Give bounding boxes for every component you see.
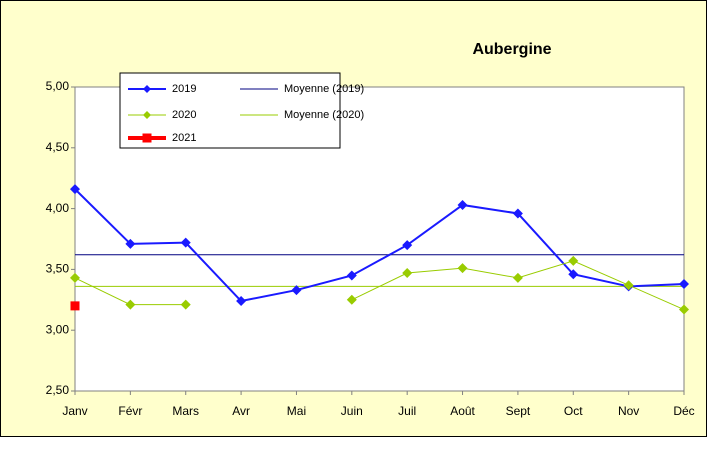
data-point xyxy=(457,263,468,274)
data-point xyxy=(679,278,689,289)
data-point xyxy=(125,238,136,249)
x-tick-label: Août xyxy=(450,404,475,418)
y-tick-label: 5,00 xyxy=(46,79,70,93)
data-point xyxy=(70,272,80,283)
x-tick-label: Janv xyxy=(62,404,87,418)
y-tick-label: 3,00 xyxy=(46,322,70,336)
legend-label: Moyenne (2019) xyxy=(284,83,364,95)
x-tick-label: Sept xyxy=(506,404,531,418)
chart-title: Aubergine xyxy=(472,41,551,58)
legend-label: 2020 xyxy=(172,109,196,121)
data-point xyxy=(568,255,579,266)
y-tick-label: 2,50 xyxy=(46,383,70,397)
y-tick-label: 4,00 xyxy=(46,201,70,215)
data-point xyxy=(457,199,468,210)
data-point xyxy=(623,280,634,291)
legend-marker xyxy=(142,133,152,143)
y-tick-label: 4,50 xyxy=(46,140,70,154)
data-point xyxy=(346,270,357,281)
data-point xyxy=(346,294,357,305)
x-tick-label: Mai xyxy=(287,404,306,418)
data-point xyxy=(291,285,302,296)
x-tick-label: Oct xyxy=(564,404,583,418)
data-point xyxy=(402,240,413,251)
data-point xyxy=(402,268,413,279)
x-tick-label: Déc xyxy=(673,404,694,418)
x-tick-label: Juin xyxy=(341,404,363,418)
data-point xyxy=(180,237,191,248)
legend-label: Moyenne (2020) xyxy=(284,109,364,121)
data-point xyxy=(512,208,523,219)
x-tick-label: Avr xyxy=(232,404,250,418)
y-tick-label: 3,50 xyxy=(46,262,70,276)
data-point xyxy=(568,269,579,280)
legend-label: 2019 xyxy=(172,83,196,95)
data-point xyxy=(70,301,80,311)
data-point xyxy=(180,299,191,310)
legend-label: 2021 xyxy=(172,132,196,144)
x-tick-label: Mars xyxy=(172,404,199,418)
legend-marker xyxy=(143,111,151,119)
legend-marker xyxy=(143,85,151,93)
data-point xyxy=(512,272,523,283)
x-tick-label: Nov xyxy=(618,404,639,418)
data-point xyxy=(236,296,247,307)
x-tick-label: Févr xyxy=(118,404,142,418)
legend xyxy=(119,72,341,149)
x-tick-label: Juil xyxy=(398,404,416,418)
data-point xyxy=(70,184,80,195)
data-point xyxy=(679,304,689,315)
series-line xyxy=(74,188,685,303)
data-point xyxy=(125,299,136,310)
